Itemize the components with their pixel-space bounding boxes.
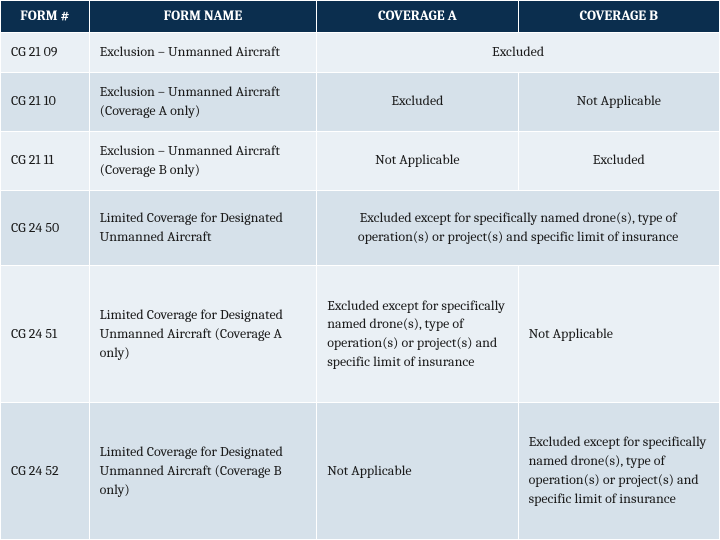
table-header-row: FORM # FORM NAME COVERAGE A COVERAGE B bbox=[1, 1, 720, 33]
cell-coverage-a: Excluded bbox=[317, 72, 518, 131]
cell-form-num: CG 24 51 bbox=[1, 266, 90, 403]
cell-form-num: CG 21 11 bbox=[1, 131, 90, 190]
cell-coverage-merged: Excluded except for specifically named d… bbox=[317, 190, 720, 266]
cell-coverage-a: Excluded except for specifically named d… bbox=[317, 266, 518, 403]
table-row: CG 21 10 Exclusion – Unmanned Aircraft (… bbox=[1, 72, 720, 131]
header-form-num: FORM # bbox=[1, 1, 90, 33]
header-form-name: FORM NAME bbox=[89, 1, 317, 33]
cell-form-num: CG 24 50 bbox=[1, 190, 90, 266]
header-coverage-a: COVERAGE A bbox=[317, 1, 518, 33]
table-row: CG 24 52 Limited Coverage for Designated… bbox=[1, 403, 720, 540]
cell-form-num: CG 24 52 bbox=[1, 403, 90, 540]
cell-form-name: Limited Coverage for Designated Unmanned… bbox=[89, 190, 317, 266]
cell-coverage-merged: Excluded bbox=[317, 33, 720, 73]
cell-form-num: CG 21 10 bbox=[1, 72, 90, 131]
cell-form-name: Exclusion – Unmanned Aircraft (Coverage … bbox=[89, 72, 317, 131]
cell-coverage-b: Excluded bbox=[518, 131, 719, 190]
cell-form-name: Limited Coverage for Designated Unmanned… bbox=[89, 403, 317, 540]
table-row: CG 21 09 Exclusion – Unmanned Aircraft E… bbox=[1, 33, 720, 73]
table-row: CG 21 11 Exclusion – Unmanned Aircraft (… bbox=[1, 131, 720, 190]
cell-coverage-b: Excluded except for specifically named d… bbox=[518, 403, 719, 540]
coverage-table: FORM # FORM NAME COVERAGE A COVERAGE B C… bbox=[0, 0, 720, 540]
cell-form-name: Exclusion – Unmanned Aircraft (Coverage … bbox=[89, 131, 317, 190]
cell-coverage-b: Not Applicable bbox=[518, 72, 719, 131]
cell-form-name: Limited Coverage for Designated Unmanned… bbox=[89, 266, 317, 403]
cell-coverage-a: Not Applicable bbox=[317, 403, 518, 540]
cell-form-name: Exclusion – Unmanned Aircraft bbox=[89, 33, 317, 73]
table-row: CG 24 50 Limited Coverage for Designated… bbox=[1, 190, 720, 266]
header-coverage-b: COVERAGE B bbox=[518, 1, 719, 33]
cell-coverage-b: Not Applicable bbox=[518, 266, 719, 403]
cell-coverage-a: Not Applicable bbox=[317, 131, 518, 190]
table-row: CG 24 51 Limited Coverage for Designated… bbox=[1, 266, 720, 403]
cell-form-num: CG 21 09 bbox=[1, 33, 90, 73]
